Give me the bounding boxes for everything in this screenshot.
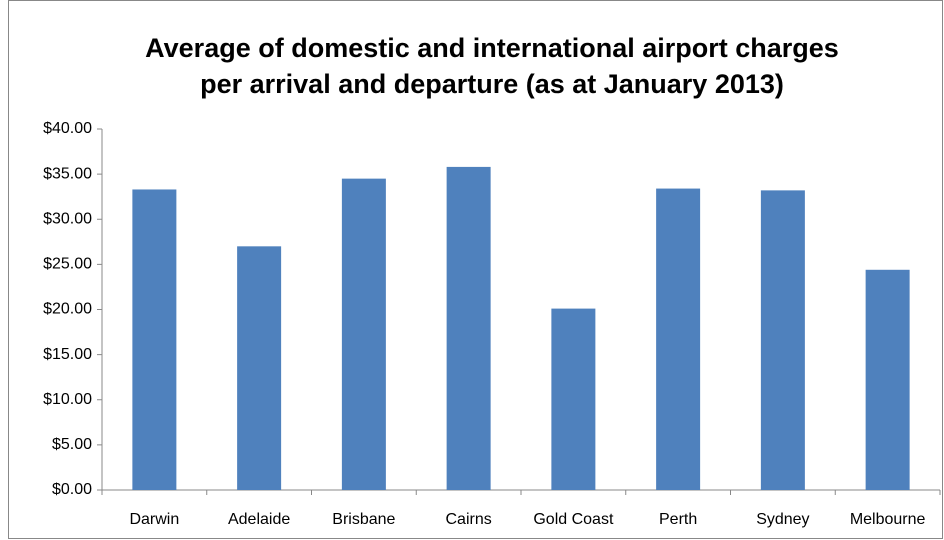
y-tick-label: $5.00 <box>52 436 92 453</box>
bar <box>237 246 282 490</box>
y-tick-label: $15.00 <box>43 346 92 363</box>
x-tick-label: Sydney <box>756 511 809 528</box>
x-tick-label: Cairns <box>446 511 492 528</box>
bar <box>865 269 910 490</box>
bar <box>132 189 177 490</box>
y-tick-label: $10.00 <box>43 391 92 408</box>
bar <box>341 178 386 490</box>
y-tick-label: $35.00 <box>43 165 92 182</box>
bar <box>446 166 491 490</box>
y-tick-label: $0.00 <box>52 481 92 498</box>
y-tick-label: $20.00 <box>43 301 92 318</box>
y-tick-label: $40.00 <box>43 120 92 137</box>
bar <box>656 188 701 490</box>
bar <box>551 308 596 490</box>
x-tick-label: Melbourne <box>850 511 926 528</box>
y-tick-label: $25.00 <box>43 256 92 273</box>
bar <box>760 190 805 490</box>
x-tick-label: Brisbane <box>332 511 395 528</box>
x-tick-label: Perth <box>659 511 697 528</box>
x-tick-label: Adelaide <box>228 511 290 528</box>
x-tick-label: Gold Coast <box>533 511 614 528</box>
y-tick-label: $30.00 <box>43 210 92 227</box>
x-tick-label: Darwin <box>129 511 179 528</box>
chart-title: Average of domestic and international ai… <box>145 33 839 99</box>
